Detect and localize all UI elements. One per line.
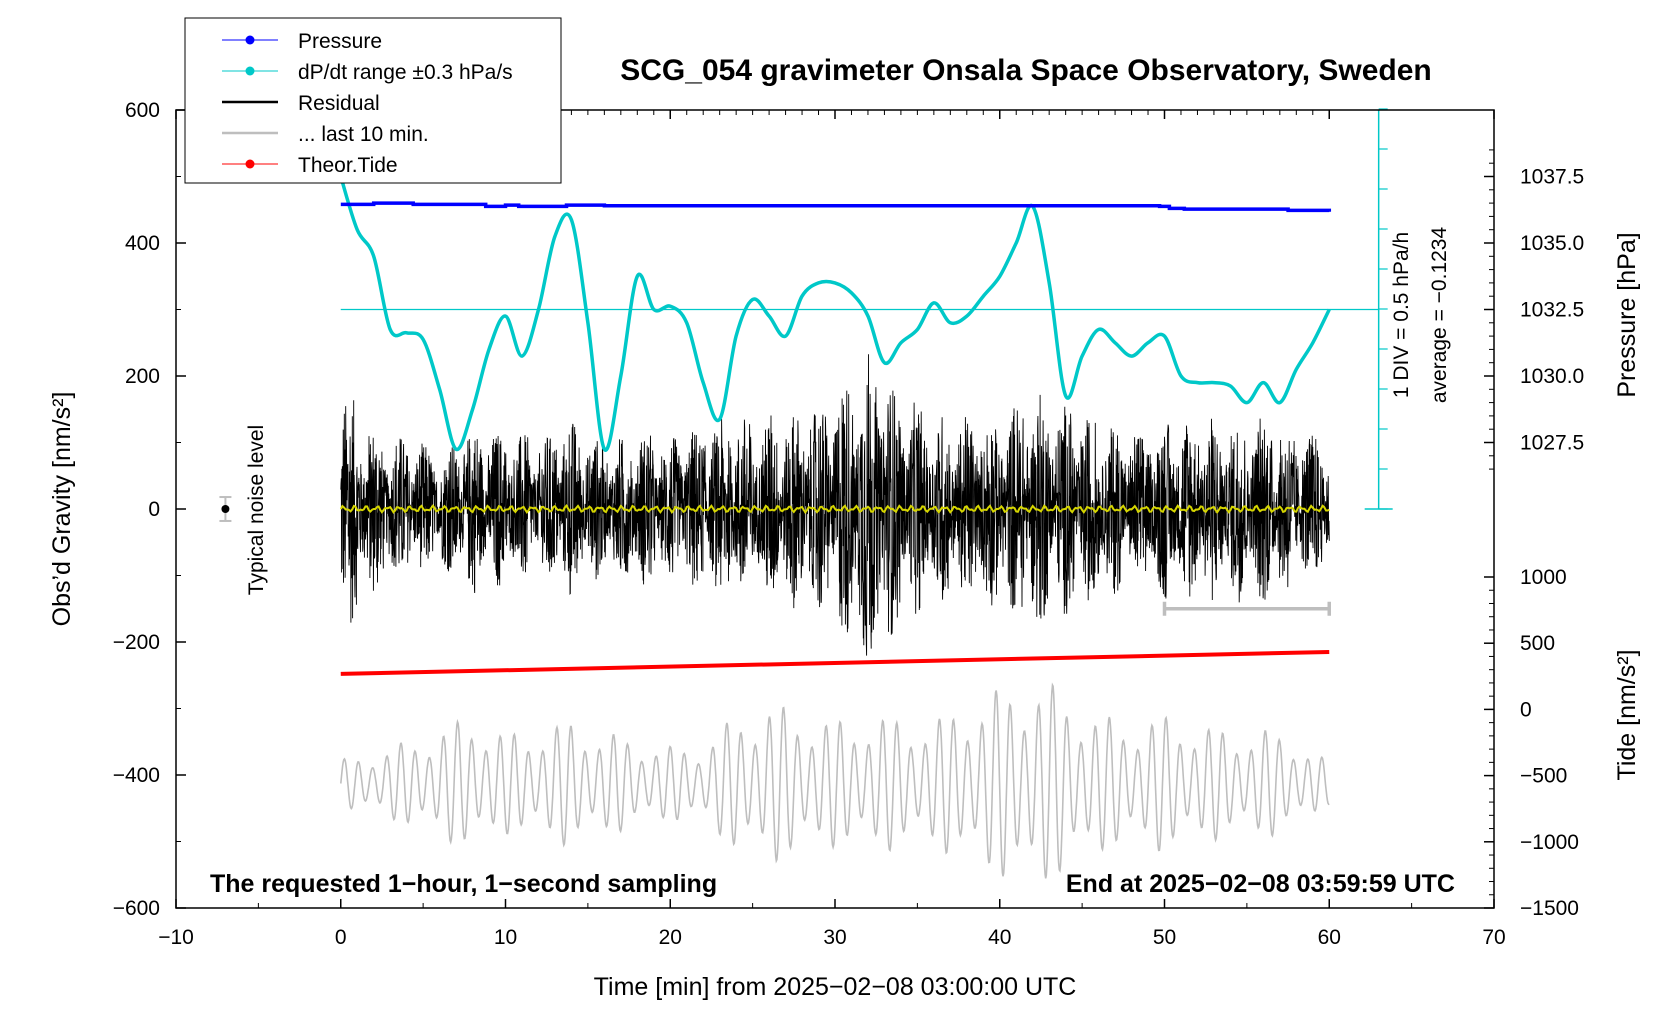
y-tick-label: 200 xyxy=(125,365,160,388)
noise-point xyxy=(221,505,230,513)
left-axis-label: Obs’d Gravity [nm/s²] xyxy=(48,392,76,627)
pressure-tick-label: 1027.5 xyxy=(1520,432,1584,455)
x-tick-label: 50 xyxy=(1153,926,1176,949)
tide-tick-label: 0 xyxy=(1520,698,1532,721)
pressure-axis-label: Pressure [hPa] xyxy=(1613,232,1641,397)
y-tick-label: 600 xyxy=(125,99,160,122)
y-tick-label: −400 xyxy=(113,764,160,787)
legend-label-dpdt: dP/dt range ±0.3 hPa/s xyxy=(298,61,513,84)
y-tick-label: 400 xyxy=(125,232,160,255)
x-tick-label: 20 xyxy=(659,926,682,949)
x-tick-label: 70 xyxy=(1482,926,1505,949)
legend-marker-tide xyxy=(245,159,255,169)
pressure-tick-label: 1035.0 xyxy=(1520,232,1584,255)
tide-tick-label: −1000 xyxy=(1520,831,1579,854)
tide-tick-label: −500 xyxy=(1520,765,1567,788)
axes: −10 0 10 20 30 40 50 60 70 600 400 200 0 −200 −400 −600… xyxy=(113,99,1585,949)
pressure-line xyxy=(340,201,1332,213)
legend-label-pressure: Pressure xyxy=(298,30,382,53)
noise-level-label: Typical noise level xyxy=(245,425,268,595)
note-sampling: The requested 1−hour, 1−second sampling xyxy=(210,870,717,898)
legend-label-tide: Theor.Tide xyxy=(298,154,398,177)
tide-axis-label: Tide [nm/s²] xyxy=(1613,649,1641,780)
x-tick-label: 10 xyxy=(494,926,517,949)
dpdt-line xyxy=(339,175,1331,452)
plot-lines xyxy=(219,108,1393,879)
dpdt-div-label: 1 DIV = 0.5 hPa/h xyxy=(1390,232,1413,398)
legend-marker-dpdt xyxy=(245,66,255,76)
x-tick-label: 0 xyxy=(335,926,347,949)
legend-label-residual: Residual xyxy=(298,92,380,115)
grey-residual-line xyxy=(340,682,1330,879)
x-tick-label: −10 xyxy=(158,926,194,949)
legend-box xyxy=(184,17,562,184)
y-tick-label: −600 xyxy=(113,897,160,920)
x-tick-label: 60 xyxy=(1318,926,1341,949)
y-tick-label: −200 xyxy=(113,631,160,654)
pressure-tick-label: 1037.5 xyxy=(1520,166,1584,189)
x-tick-label: 40 xyxy=(988,926,1011,949)
legend-marker-pressure xyxy=(245,35,255,45)
tide-line xyxy=(340,649,1330,676)
x-tick-label: 30 xyxy=(823,926,846,949)
pressure-tick-label: 1030.0 xyxy=(1520,365,1584,388)
tide-tick-label: 1000 xyxy=(1520,566,1567,589)
tide-tick-label: −1500 xyxy=(1520,897,1579,920)
legend: Pressure dP/dt range ±0.3 hPa/s Residual… xyxy=(184,17,562,184)
y-tick-label: 0 xyxy=(148,498,160,521)
tide-tick-label: 500 xyxy=(1520,632,1555,655)
legend-label-last10: ... last 10 min. xyxy=(298,123,429,146)
note-end-time: End at 2025−02−08 03:59:59 UTC xyxy=(1066,870,1455,898)
x-axis-label: Time [min] from 2025−02−08 03:00:00 UTC xyxy=(594,973,1077,1001)
dpdt-average-label: average = −0.1234 xyxy=(1428,227,1451,404)
residual-line xyxy=(340,354,1330,656)
chart-title: SCG_054 gravimeter Onsala Space Observat… xyxy=(620,54,1432,87)
residual-lowpass-line xyxy=(339,503,1330,515)
pressure-tick-label: 1032.5 xyxy=(1520,299,1584,322)
